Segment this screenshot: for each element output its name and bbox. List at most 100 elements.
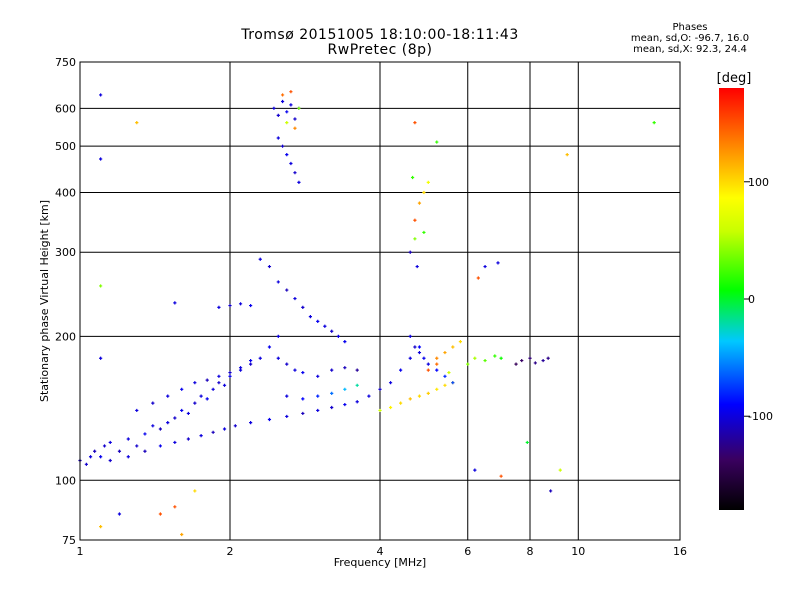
- data-point: [117, 449, 122, 453]
- y-tick-label: 750: [55, 56, 76, 69]
- data-point: [267, 345, 272, 349]
- data-point: [417, 201, 422, 205]
- data-point: [280, 99, 285, 104]
- data-point: [297, 180, 301, 184]
- data-point: [343, 366, 347, 370]
- x-tick-label: 6: [464, 545, 471, 558]
- data-point: [166, 394, 170, 398]
- data-point: [158, 444, 163, 448]
- data-point: [126, 455, 130, 459]
- data-point: [408, 397, 412, 401]
- data-point: [426, 368, 430, 372]
- data-point: [285, 153, 289, 157]
- colorbar-tick-label: 100: [748, 176, 769, 189]
- data-point: [193, 489, 197, 493]
- data-point: [533, 361, 537, 365]
- data-point: [417, 345, 422, 349]
- data-point: [151, 424, 155, 428]
- data-point: [447, 370, 451, 375]
- data-point: [222, 427, 227, 431]
- data-point: [443, 350, 447, 355]
- data-point: [276, 136, 280, 140]
- data-point: [285, 414, 289, 419]
- data-point: [343, 387, 347, 391]
- data-point: [451, 381, 455, 385]
- data-point: [426, 362, 430, 366]
- data-point: [135, 444, 139, 448]
- data-point: [99, 455, 103, 459]
- data-point: [316, 394, 320, 398]
- data-point: [205, 378, 209, 382]
- data-point: [541, 358, 545, 363]
- data-point: [211, 387, 215, 391]
- data-point: [378, 408, 382, 413]
- data-point: [422, 230, 426, 235]
- data-point: [473, 356, 477, 360]
- data-point: [285, 394, 289, 398]
- data-point: [166, 421, 170, 425]
- data-point: [417, 394, 422, 398]
- data-point: [117, 512, 122, 516]
- data-point: [173, 505, 177, 509]
- data-point: [276, 356, 280, 360]
- data-point: [293, 171, 297, 175]
- data-point: [285, 121, 289, 125]
- data-point: [408, 356, 412, 360]
- data-point: [499, 356, 503, 360]
- data-point: [316, 374, 320, 378]
- data-point: [301, 305, 305, 309]
- phase-stats-heading: Phases: [672, 22, 708, 33]
- data-point: [413, 345, 417, 349]
- data-point: [323, 324, 327, 328]
- data-point: [435, 368, 439, 372]
- data-point: [476, 276, 480, 280]
- data-point: [102, 444, 107, 448]
- data-point: [99, 284, 103, 288]
- data-point: [483, 264, 487, 269]
- data-point: [514, 362, 518, 366]
- data-point: [135, 121, 139, 125]
- data-point: [528, 356, 532, 360]
- data-point: [565, 153, 569, 157]
- data-point: [426, 180, 430, 184]
- data-point: [343, 340, 347, 344]
- data-point: [99, 356, 103, 360]
- data-point: [280, 93, 285, 97]
- y-axis-ticks: 75 100 200 300 400 500 600 750: [55, 56, 76, 547]
- data-point: [228, 374, 232, 378]
- data-point: [413, 121, 417, 125]
- data-point: [301, 411, 305, 416]
- data-point: [330, 368, 334, 372]
- x-tick-label: 4: [377, 545, 384, 558]
- data-point: [222, 383, 227, 387]
- data-point: [293, 117, 297, 121]
- data-point: [228, 370, 232, 375]
- data-point: [355, 383, 359, 387]
- chart-subtitle: RwPretec (8p): [327, 42, 433, 58]
- data-point: [108, 440, 112, 445]
- data-point: [173, 440, 177, 445]
- data-point: [258, 257, 262, 261]
- data-point: [199, 434, 203, 438]
- data-points: [78, 90, 656, 537]
- data-point: [330, 405, 334, 410]
- phase-stats: Phases mean, sd,O: -96.7, 16.0 mean, sd,…: [590, 22, 790, 55]
- data-point: [493, 354, 497, 358]
- data-point: [343, 402, 347, 407]
- y-tick-label: 200: [55, 330, 76, 343]
- y-axis-label: Stationary phase Virtual Height [km]: [38, 200, 51, 402]
- phase-stats-x-mode: mean, sd,X: 92.3, 24.4: [633, 44, 747, 55]
- data-point: [413, 237, 417, 241]
- data-point: [249, 358, 253, 363]
- plot-grid: [80, 62, 680, 540]
- data-point: [180, 532, 184, 537]
- chart-title: Tromsø 20151005 18:10:00-18:11:43: [241, 27, 519, 43]
- data-point: [473, 468, 477, 472]
- data-point: [413, 218, 417, 222]
- x-tick-label: 2: [227, 545, 234, 558]
- data-point: [280, 144, 285, 148]
- data-point: [285, 362, 289, 366]
- data-point: [249, 303, 253, 308]
- data-point: [316, 319, 320, 323]
